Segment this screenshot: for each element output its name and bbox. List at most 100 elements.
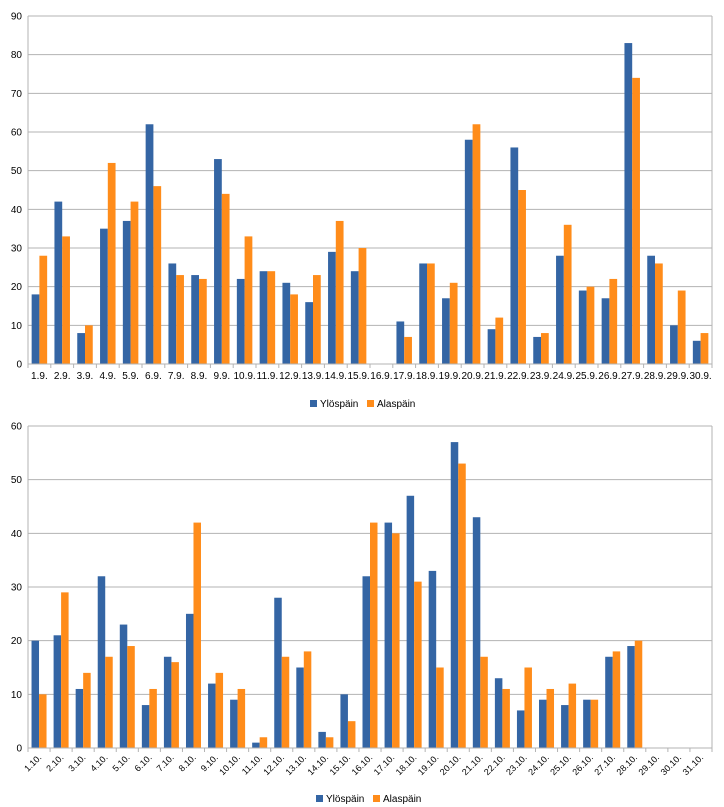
bar-ylospain-19.9. xyxy=(442,298,450,364)
bar-ylospain-22.9. xyxy=(510,147,519,364)
y-tick-label: 30 xyxy=(11,244,23,255)
bar-ylospain-27.9. xyxy=(624,43,633,365)
bar-ylospain-15.10. xyxy=(340,694,348,748)
x-tick-label: 19.10. xyxy=(416,752,441,777)
bar-ylospain-18.10. xyxy=(406,495,415,748)
bar-alaspain-13.9. xyxy=(313,275,321,364)
bar-alaspain-30.9. xyxy=(700,333,709,364)
x-tick-label: 27.9. xyxy=(621,371,643,382)
legend-swatch-ylospain xyxy=(316,795,323,802)
bar-alaspain-1.10. xyxy=(39,694,47,748)
x-tick-label: 5.9. xyxy=(122,371,139,382)
y-tick-label: 0 xyxy=(16,360,22,371)
bar-ylospain-6.9. xyxy=(145,124,154,365)
x-tick-label: 10.10. xyxy=(217,752,242,777)
y-tick-label: 70 xyxy=(11,89,23,100)
bar-ylospain-12.10. xyxy=(274,597,282,748)
bar-alaspain-6.10. xyxy=(149,688,157,748)
legend-swatch-alaspain xyxy=(373,795,380,802)
bar-alaspain-2.10. xyxy=(61,592,69,748)
bar-alaspain-4.10. xyxy=(105,656,113,748)
x-tick-label: 25.10. xyxy=(548,752,573,777)
bar-ylospain-1.9. xyxy=(31,294,40,364)
bar-alaspain-19.10. xyxy=(436,667,444,748)
x-tick-label: 19.9. xyxy=(439,371,461,382)
bar-alaspain-11.10. xyxy=(259,737,268,748)
bar-alaspain-15.10. xyxy=(347,721,356,748)
bar-ylospain-13.10. xyxy=(296,667,304,748)
x-tick-label: 15.10. xyxy=(328,752,353,777)
x-tick-label: 7.10. xyxy=(155,752,176,773)
bar-alaspain-29.9. xyxy=(677,290,686,364)
bar-ylospain-4.10. xyxy=(97,576,106,748)
bar-ylospain-24.9. xyxy=(556,255,564,364)
bar-ylospain-21.10. xyxy=(472,517,481,748)
bar-ylospain-30.9. xyxy=(692,340,701,364)
x-tick-label: 15.9. xyxy=(347,371,369,382)
x-tick-label: 21.9. xyxy=(484,371,506,382)
x-tick-label: 8.9. xyxy=(191,371,208,382)
bar-alaspain-17.10. xyxy=(392,533,400,748)
y-tick-label: 60 xyxy=(11,128,23,139)
x-tick-label: 28.9. xyxy=(644,371,666,382)
bar-ylospain-8.10. xyxy=(185,613,194,748)
x-tick-label: 30.10. xyxy=(659,752,684,777)
september-bar-chart: 0 10 20 30 40 50 60 70 80 90 1.9. 2.9. 3.9. 4.9. 5.9. 6… xyxy=(11,12,713,410)
bar-alaspain-16.10. xyxy=(370,522,378,748)
bar-ylospain-3.10. xyxy=(75,688,84,748)
bar-ylospain-11.9. xyxy=(259,271,268,364)
bar-ylospain-11.10. xyxy=(252,742,260,748)
bar-alaspain-5.9. xyxy=(130,201,139,364)
bar-ylospain-18.9. xyxy=(419,263,427,364)
bar-ylospain-14.10. xyxy=(318,731,326,748)
bar-alaspain-9.9. xyxy=(221,193,230,364)
bar-alaspain-1.9. xyxy=(39,255,48,364)
x-tick-label: 22.10. xyxy=(482,752,507,777)
y-tick-label: 80 xyxy=(11,50,23,61)
legend-label-alaspain: Alaspäin xyxy=(383,794,421,805)
y-tick-label: 10 xyxy=(11,321,23,332)
bar-alaspain-20.10. xyxy=(458,463,466,748)
x-tick-label: 1.9. xyxy=(31,371,48,382)
x-tick-label: 9.9. xyxy=(213,371,230,382)
bar-alaspain-9.10. xyxy=(215,672,224,748)
bar-alaspain-27.9. xyxy=(632,77,640,364)
x-tick-label: 27.10. xyxy=(592,752,617,777)
bar-ylospain-26.10. xyxy=(583,699,591,748)
bar-ylospain-26.9. xyxy=(601,298,610,364)
x-tick-label: 8.10. xyxy=(177,752,198,773)
x-tick-label: 2.10. xyxy=(44,752,65,773)
bar-alaspain-11.9. xyxy=(267,271,276,364)
x-tick-label: 3.10. xyxy=(66,752,87,773)
bar-ylospain-1.10. xyxy=(31,640,40,748)
bar-alaspain-26.10. xyxy=(590,699,599,748)
bar-ylospain-7.10. xyxy=(163,656,172,748)
bar-ylospain-13.9. xyxy=(305,302,313,364)
bar-ylospain-6.10. xyxy=(141,705,150,748)
bar-ylospain-2.9. xyxy=(54,201,63,364)
bar-alaspain-14.10. xyxy=(325,737,334,748)
x-tick-label: 21.10. xyxy=(460,752,485,777)
x-tick-label: 4.10. xyxy=(88,752,109,773)
x-tick-label: 16.9. xyxy=(370,371,392,382)
x-tick-label: 23.9. xyxy=(530,371,552,382)
bar-ylospain-17.9. xyxy=(396,321,405,364)
bar-ylospain-15.9. xyxy=(350,271,359,364)
x-tick-label: 22.9. xyxy=(507,371,529,382)
bar-alaspain-6.9. xyxy=(153,186,162,364)
bar-alaspain-25.10. xyxy=(568,683,577,748)
bar-ylospain-2.10. xyxy=(53,635,62,748)
x-tick-label: 14.9. xyxy=(325,371,347,382)
y-tick-label: 40 xyxy=(11,529,23,540)
x-tick-label: 26.10. xyxy=(570,752,595,777)
x-tick-label: 31.10. xyxy=(681,752,706,777)
y-tick-label: 10 xyxy=(11,690,23,701)
bar-alaspain-15.9. xyxy=(358,248,367,364)
bar-alaspain-13.10. xyxy=(303,651,312,748)
x-tick-label: 24.10. xyxy=(526,752,551,777)
legend-swatch-alaspain xyxy=(367,400,374,407)
x-tick-label: 3.9. xyxy=(77,371,94,382)
bar-ylospain-21.9. xyxy=(487,329,496,364)
bar-alaspain-20.9. xyxy=(472,124,481,365)
bar-ylospain-14.9. xyxy=(328,251,336,364)
